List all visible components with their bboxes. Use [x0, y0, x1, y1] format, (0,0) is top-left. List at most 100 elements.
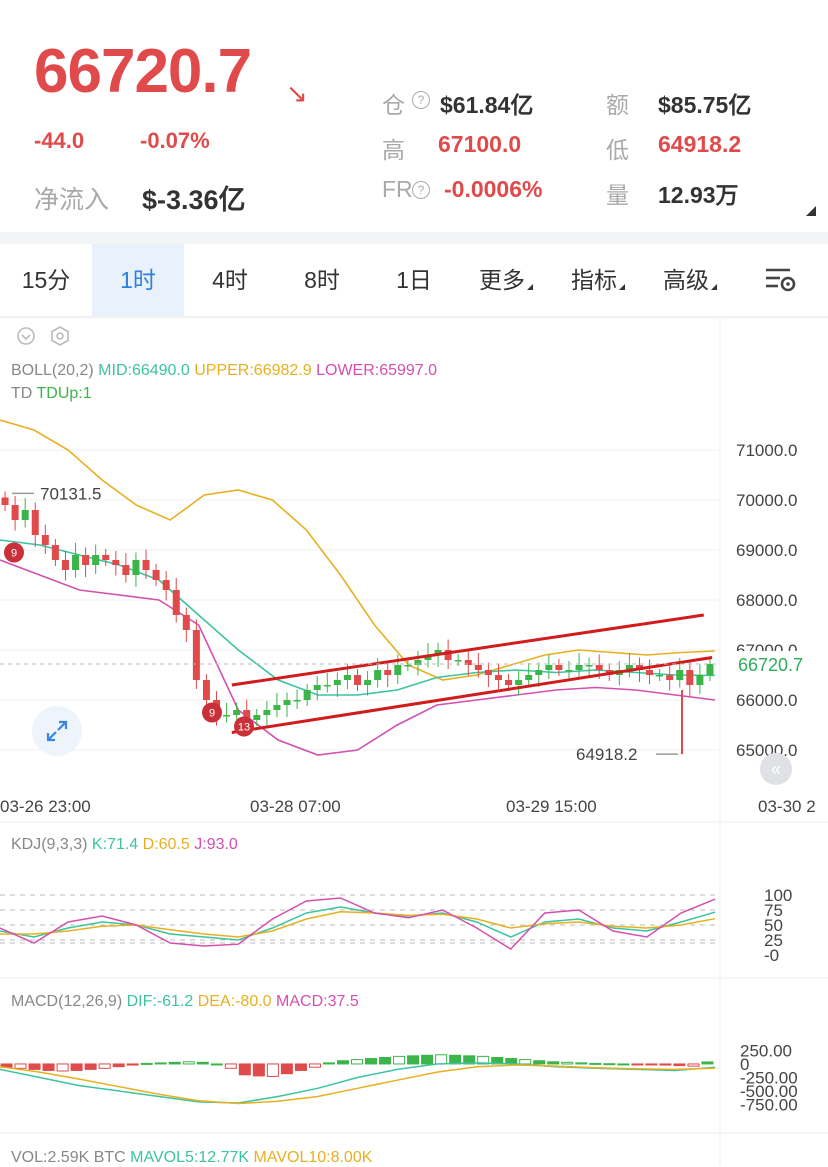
vol-legend: VOL:2.59K BTC MAVOL5:12.77K MAVOL10:8.00… — [11, 1149, 372, 1167]
tab-2[interactable]: 4时 — [184, 244, 276, 316]
candle-body — [555, 665, 563, 670]
macd-histogram-bar — [140, 1062, 153, 1065]
boll-mid: MID:66490.0 — [98, 362, 190, 379]
candle-body — [172, 590, 180, 615]
candle-body — [323, 685, 331, 687]
macd-tick-label: -500.00 — [740, 1082, 798, 1101]
macd-histogram-bar — [238, 1063, 251, 1076]
candle-body — [525, 675, 533, 680]
macd-histogram-bar — [98, 1063, 111, 1069]
net-inflow-label: 净流入 — [34, 186, 110, 214]
candle-body — [545, 665, 553, 670]
help-icon[interactable]: ? — [412, 181, 430, 199]
candle-body — [384, 670, 392, 675]
candle-body — [152, 570, 160, 580]
boll-name: BOLL(20,2) — [11, 362, 94, 379]
tab-1[interactable]: 1时 — [92, 244, 184, 316]
tab-3[interactable]: 8时 — [276, 244, 368, 316]
tab-5[interactable]: 更多 — [460, 244, 552, 316]
macd-histogram-bar — [421, 1054, 434, 1065]
current-price-tag — [722, 650, 828, 677]
macd-tick-label: 250.00 — [740, 1041, 792, 1060]
interval-tabs: 15分 1时 4时 8时 1日 更多 指标 高级 — [0, 244, 828, 317]
stat-value-3: 64918.2 — [658, 131, 742, 157]
macd-histogram-bar — [322, 1062, 335, 1065]
tab-6[interactable]: 指标 — [552, 244, 644, 316]
macd-histogram-bar — [617, 1063, 630, 1066]
boll-legend: BOLL(20,2) MID:66490.0 UPPER:66982.9 LOW… — [11, 362, 437, 380]
candle-body — [283, 700, 291, 705]
macd-histogram-bar — [463, 1055, 476, 1065]
tab-label: 高级 — [663, 267, 709, 293]
candle-body — [41, 535, 49, 545]
kdj-tick-label: 50 — [764, 916, 783, 935]
candle-body — [585, 665, 593, 667]
macd-line-DEA — [0, 1064, 716, 1105]
td-marker-label: 9 — [209, 708, 215, 720]
gear-icon[interactable] — [50, 326, 70, 351]
td-marker-label: 13 — [238, 722, 250, 734]
macd-histogram-bar — [603, 1063, 616, 1066]
x-tick-label: 03-30 2 — [758, 797, 816, 816]
kdj-legend: KDJ(9,3,3) K:71.4 D:60.5 J:93.0 — [11, 836, 238, 854]
stat-label-1: 额 — [606, 92, 629, 118]
candle-body — [92, 555, 100, 565]
price-change-pct: -0.07% — [140, 128, 210, 153]
eye-icon[interactable] — [16, 326, 36, 351]
y-tick-label: 68000.0 — [736, 591, 797, 610]
macd-tick-label: -250.00 — [740, 1069, 798, 1088]
macd-histogram-bar — [70, 1063, 83, 1071]
tab-0[interactable]: 15分 — [0, 244, 92, 316]
candle-body — [243, 710, 251, 720]
help-icon[interactable]: ? — [412, 91, 430, 109]
macd-histogram-bar — [379, 1056, 392, 1065]
macd-histogram-bar — [687, 1063, 700, 1067]
candle-body — [253, 715, 261, 720]
candle-body — [535, 670, 543, 675]
candle-body — [676, 670, 684, 680]
candle-body — [11, 505, 19, 520]
stat-label-0: 仓 — [382, 92, 405, 118]
candle-body — [122, 565, 130, 575]
macd-histogram-bar — [435, 1054, 448, 1065]
macd-histogram-bar — [112, 1063, 125, 1068]
tab-label: 1时 — [120, 267, 156, 293]
macd-histogram-bar — [308, 1063, 321, 1068]
candle-body — [575, 665, 583, 670]
vol-name: VOL:2.59K BTC — [11, 1149, 126, 1166]
candle-body — [464, 660, 472, 665]
candle-body — [31, 510, 39, 535]
stat-label-2: 高 — [382, 137, 405, 163]
candle-body — [233, 710, 241, 715]
td-name: TD — [11, 385, 33, 402]
candle-body — [132, 560, 140, 575]
scroll-to-latest-button[interactable]: « — [760, 753, 792, 785]
candle-body — [333, 680, 341, 685]
macd-histogram-bar — [252, 1063, 265, 1077]
macd-histogram-bar — [547, 1061, 560, 1065]
tab-7[interactable]: 高级 — [644, 244, 736, 316]
candle-body — [434, 650, 442, 655]
collapse-corner-icon[interactable] — [806, 206, 816, 216]
high-marker-label: 70131.5 — [40, 484, 101, 503]
macd-histogram-bar — [224, 1063, 237, 1069]
macd-histogram-bar — [350, 1059, 364, 1065]
tab-label: 更多 — [479, 267, 525, 293]
candle-body — [686, 670, 694, 685]
candle-body — [72, 555, 80, 570]
macd-histogram-bar — [126, 1063, 139, 1066]
chart-settings-icon[interactable] — [764, 264, 800, 301]
y-tick-label: 70000.0 — [736, 491, 797, 510]
expand-button[interactable] — [32, 706, 82, 756]
tab-4[interactable]: 1日 — [368, 244, 460, 316]
kdj-j: J:93.0 — [194, 836, 238, 853]
candle-body — [374, 670, 382, 680]
stat-label-3: 低 — [606, 137, 629, 163]
macd-tick-label: -750.00 — [740, 1096, 798, 1115]
macd-histogram-bar — [589, 1062, 602, 1065]
vol-mavol5: MAVOL5:12.77K — [130, 1149, 250, 1166]
macd-histogram-bar — [631, 1063, 644, 1066]
dropdown-triangle-icon — [619, 284, 625, 290]
candle-body — [414, 660, 422, 665]
